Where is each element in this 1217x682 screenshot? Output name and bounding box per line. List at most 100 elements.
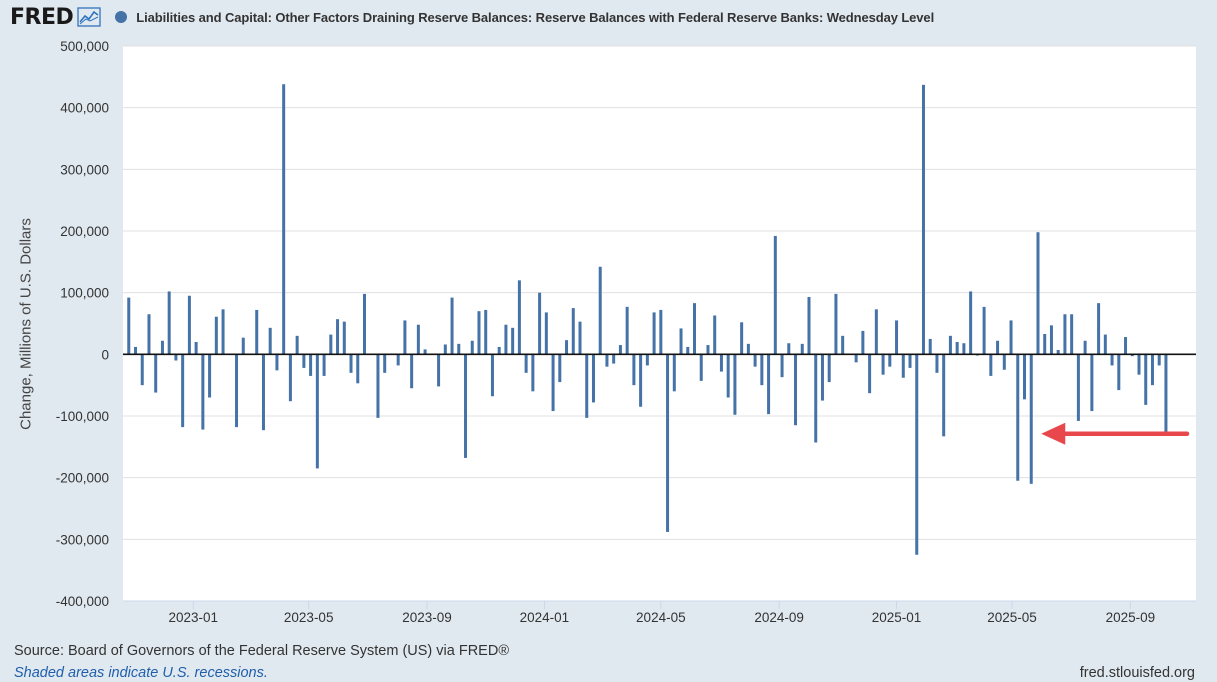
bar[interactable] <box>699 354 703 381</box>
bar[interactable] <box>753 354 757 367</box>
bar[interactable] <box>794 354 798 426</box>
bar[interactable] <box>1049 325 1053 355</box>
bar[interactable] <box>127 297 131 355</box>
bar[interactable] <box>861 330 865 355</box>
bar[interactable] <box>329 334 333 355</box>
bar[interactable] <box>167 291 171 355</box>
bar[interactable] <box>915 354 919 555</box>
bar[interactable] <box>208 354 212 398</box>
bar[interactable] <box>154 354 158 393</box>
bar[interactable] <box>659 309 663 355</box>
bar[interactable] <box>396 354 400 366</box>
bar[interactable] <box>982 306 986 355</box>
bar[interactable] <box>147 314 151 355</box>
bar[interactable] <box>558 354 562 383</box>
bar[interactable] <box>787 343 791 355</box>
bar[interactable] <box>1103 334 1107 355</box>
bar[interactable] <box>719 354 723 372</box>
bar[interactable] <box>235 354 239 428</box>
bar[interactable] <box>457 343 461 355</box>
bar[interactable] <box>1029 354 1033 484</box>
bar[interactable] <box>477 311 481 355</box>
bar[interactable] <box>443 344 447 355</box>
bar[interactable] <box>241 337 245 355</box>
bar[interactable] <box>969 291 973 355</box>
bar[interactable] <box>895 320 899 355</box>
bar[interactable] <box>1090 354 1094 412</box>
bar[interactable] <box>780 354 784 378</box>
bar[interactable] <box>1063 314 1067 355</box>
bar[interactable] <box>827 354 831 383</box>
bar[interactable] <box>1056 350 1060 355</box>
bar[interactable] <box>571 308 575 355</box>
bar[interactable] <box>955 342 959 355</box>
bar[interactable] <box>1043 333 1047 355</box>
bar[interactable] <box>908 354 912 368</box>
bar[interactable] <box>416 324 420 355</box>
bar[interactable] <box>362 293 366 355</box>
bar[interactable] <box>740 322 744 355</box>
bar[interactable] <box>531 354 535 392</box>
bar[interactable] <box>551 354 555 412</box>
bar[interactable] <box>1144 354 1148 405</box>
bar[interactable] <box>1016 354 1020 481</box>
bar[interactable] <box>140 354 144 386</box>
bar[interactable] <box>490 354 494 397</box>
bar[interactable] <box>275 354 279 371</box>
bar[interactable] <box>625 306 629 355</box>
bar[interactable] <box>383 354 387 373</box>
bar[interactable] <box>935 354 939 373</box>
bar[interactable] <box>1070 314 1074 355</box>
bar[interactable] <box>928 338 932 355</box>
bar[interactable] <box>221 309 225 355</box>
bar[interactable] <box>437 354 441 387</box>
bar[interactable] <box>255 309 259 355</box>
bar[interactable] <box>989 354 993 376</box>
bar[interactable] <box>645 354 649 366</box>
bar[interactable] <box>585 354 589 418</box>
bar[interactable] <box>632 354 636 386</box>
bar[interactable] <box>302 354 306 368</box>
bar[interactable] <box>160 340 164 355</box>
bar[interactable] <box>174 354 178 361</box>
bar[interactable] <box>288 354 292 402</box>
bar[interactable] <box>962 343 966 355</box>
bar[interactable] <box>1157 354 1161 366</box>
bar[interactable] <box>672 354 676 392</box>
bar[interactable] <box>1036 232 1040 355</box>
bar[interactable] <box>349 354 353 373</box>
bar[interactable] <box>538 292 542 355</box>
bar[interactable] <box>1023 354 1027 400</box>
bar[interactable] <box>410 354 414 389</box>
bar[interactable] <box>403 320 407 355</box>
bar[interactable] <box>336 319 340 355</box>
bar[interactable] <box>524 354 528 373</box>
bar[interactable] <box>773 235 777 355</box>
bar[interactable] <box>315 354 319 469</box>
bar[interactable] <box>733 354 737 415</box>
bar[interactable] <box>820 354 824 401</box>
bar[interactable] <box>693 303 696 355</box>
bar[interactable] <box>760 354 764 386</box>
bar[interactable] <box>1097 303 1101 355</box>
bar[interactable] <box>605 354 609 367</box>
bar[interactable] <box>713 315 717 355</box>
bar[interactable] <box>214 316 218 355</box>
bar[interactable] <box>484 309 488 355</box>
bar[interactable] <box>1117 354 1121 391</box>
bar[interactable] <box>295 335 299 355</box>
bar[interactable] <box>612 354 616 364</box>
bar[interactable] <box>686 346 690 355</box>
bar[interactable] <box>497 346 501 355</box>
bar[interactable] <box>504 324 508 355</box>
bar[interactable] <box>591 354 595 403</box>
bar[interactable] <box>868 354 872 394</box>
bar[interactable] <box>1009 320 1013 355</box>
bar[interactable] <box>1110 354 1114 366</box>
bar[interactable] <box>1083 340 1087 355</box>
bar[interactable] <box>1076 354 1080 421</box>
bar[interactable] <box>470 340 474 355</box>
bar[interactable] <box>666 354 670 532</box>
bar[interactable] <box>356 354 360 384</box>
bar[interactable] <box>517 280 521 355</box>
